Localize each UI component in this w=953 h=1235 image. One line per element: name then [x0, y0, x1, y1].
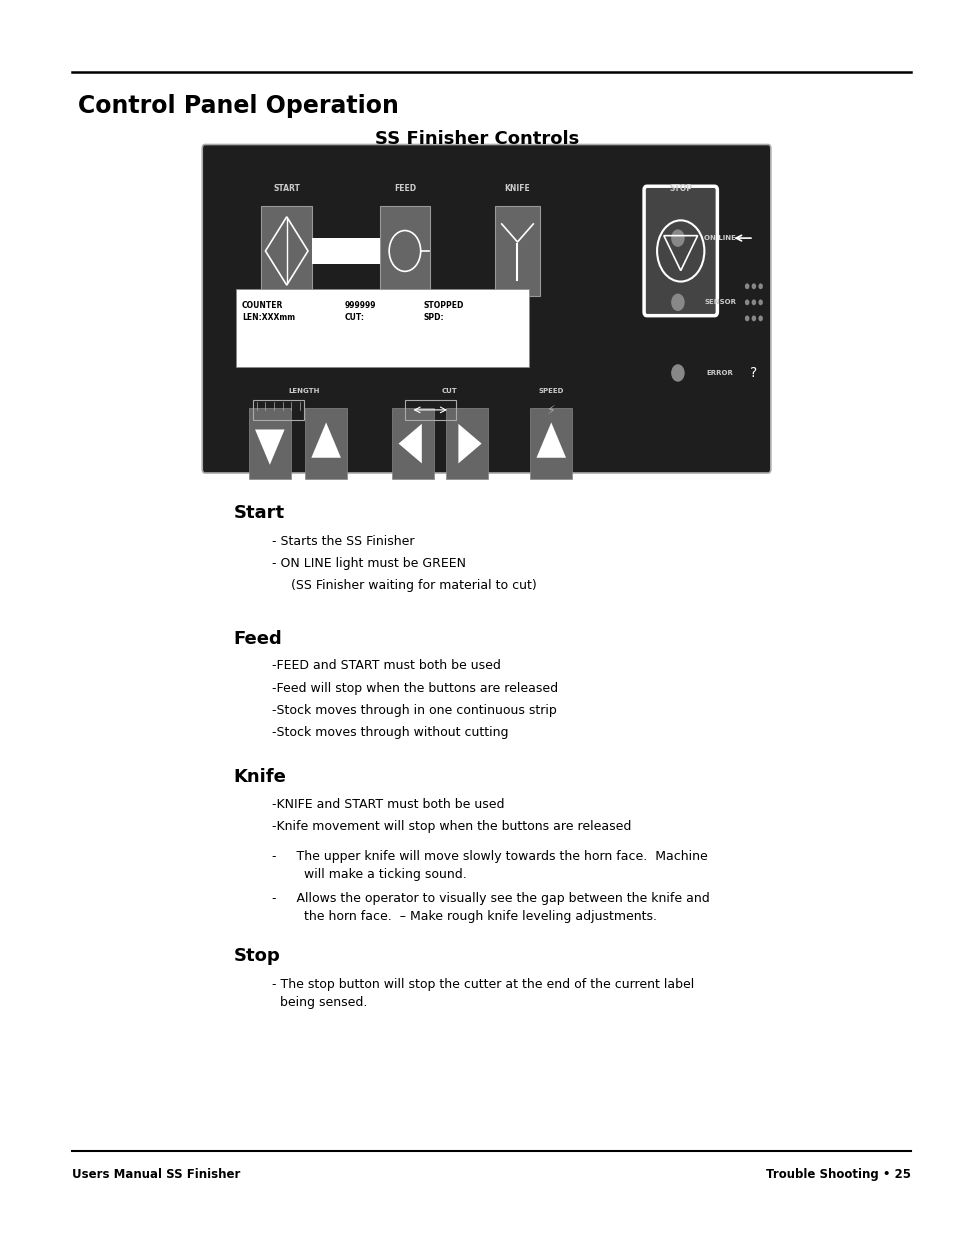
Bar: [261, 206, 312, 296]
Text: Start: Start: [233, 504, 285, 522]
Text: ?: ?: [749, 366, 757, 380]
Text: -KNIFE and START must both be used: -KNIFE and START must both be used: [272, 798, 504, 811]
Text: (SS Finisher waiting for material to cut): (SS Finisher waiting for material to cut…: [291, 579, 537, 593]
Text: ERROR: ERROR: [706, 370, 733, 375]
FancyBboxPatch shape: [643, 186, 717, 316]
Text: ON LINE: ON LINE: [703, 235, 736, 241]
Text: -     Allows the operator to visually see the gap between the knife and
        : - Allows the operator to visually see th…: [272, 892, 709, 923]
Circle shape: [758, 283, 762, 289]
Bar: [312, 238, 379, 264]
Text: -Feed will stop when the buttons are released: -Feed will stop when the buttons are rel…: [272, 682, 558, 695]
Polygon shape: [254, 430, 284, 464]
Circle shape: [744, 299, 749, 305]
Text: FEED: FEED: [394, 184, 416, 193]
Text: Control Panel Operation: Control Panel Operation: [78, 94, 398, 117]
Circle shape: [751, 299, 756, 305]
Text: SENSOR: SENSOR: [703, 299, 736, 305]
Bar: [445, 409, 487, 479]
Circle shape: [751, 283, 756, 289]
Polygon shape: [398, 424, 421, 463]
Text: SPEED: SPEED: [538, 388, 563, 394]
FancyBboxPatch shape: [202, 144, 770, 473]
Text: START: START: [273, 184, 300, 193]
Bar: [305, 409, 347, 479]
Text: Stop: Stop: [233, 947, 280, 966]
Circle shape: [744, 283, 749, 289]
Text: Feed: Feed: [233, 630, 282, 648]
Bar: [495, 206, 539, 296]
Bar: [404, 400, 456, 420]
Circle shape: [671, 230, 684, 247]
Bar: [253, 400, 303, 420]
Text: 999999
CUT:: 999999 CUT:: [344, 301, 375, 322]
Text: STOP: STOP: [668, 184, 692, 193]
Text: COUNTER
LEN:XXXmm: COUNTER LEN:XXXmm: [241, 301, 294, 322]
Polygon shape: [536, 422, 565, 458]
Circle shape: [744, 315, 749, 321]
Text: -Stock moves through in one continuous strip: -Stock moves through in one continuous s…: [272, 704, 556, 718]
Text: - ON LINE light must be GREEN: - ON LINE light must be GREEN: [272, 557, 465, 571]
Text: -     The upper knife will move slowly towards the horn face.  Machine
        w: - The upper knife will move slowly towar…: [272, 850, 707, 881]
Bar: [392, 409, 434, 479]
Circle shape: [671, 294, 684, 311]
Text: ⚡: ⚡: [546, 404, 555, 416]
Text: - The stop button will stop the cutter at the end of the current label
  being s: - The stop button will stop the cutter a…: [272, 978, 694, 1009]
Text: Trouble Shooting • 25: Trouble Shooting • 25: [765, 1168, 910, 1182]
Text: KNIFE: KNIFE: [504, 184, 530, 193]
Text: - Starts the SS Finisher: - Starts the SS Finisher: [272, 535, 414, 548]
Text: LENGTH: LENGTH: [288, 388, 319, 394]
Text: -Knife movement will stop when the buttons are released: -Knife movement will stop when the butto…: [272, 820, 631, 834]
Text: -FEED and START must both be used: -FEED and START must both be used: [272, 659, 500, 673]
Circle shape: [758, 299, 762, 305]
Text: STOPPED
SPD:: STOPPED SPD:: [423, 301, 463, 322]
Bar: [379, 206, 430, 296]
Text: SS Finisher Controls: SS Finisher Controls: [375, 130, 578, 148]
Text: Users Manual SS Finisher: Users Manual SS Finisher: [71, 1168, 239, 1182]
Circle shape: [751, 315, 756, 321]
Text: -Stock moves through without cutting: -Stock moves through without cutting: [272, 726, 508, 740]
Circle shape: [758, 315, 762, 321]
Bar: [235, 289, 528, 367]
Polygon shape: [311, 422, 340, 458]
Text: CUT: CUT: [441, 388, 457, 394]
Polygon shape: [457, 424, 481, 463]
Bar: [249, 409, 291, 479]
Bar: [530, 409, 572, 479]
Circle shape: [671, 364, 684, 382]
Text: Knife: Knife: [233, 768, 286, 787]
